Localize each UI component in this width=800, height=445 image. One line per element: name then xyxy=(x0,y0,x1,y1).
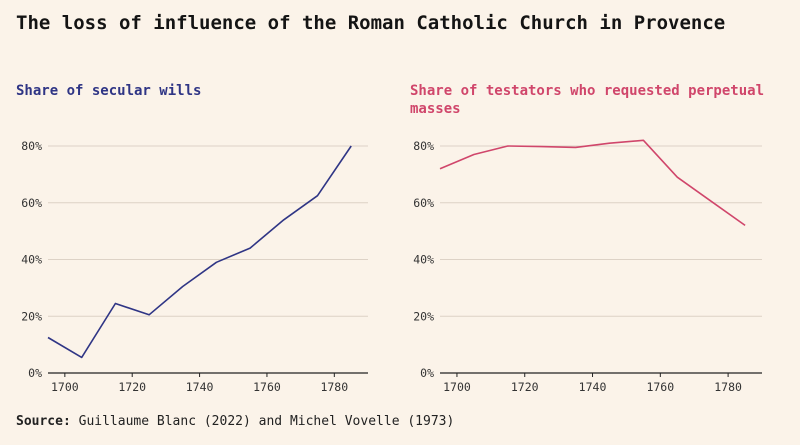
y-tick-label: 0% xyxy=(28,366,42,380)
y-tick-label: 40% xyxy=(21,253,42,267)
left-chart-title: Share of secular wills xyxy=(16,83,202,99)
perpetual-masses-chart: 0% 20% 40% 60% 80% 1700 1720 1740 1760 1780 xyxy=(413,139,762,394)
y-tick-label: 80% xyxy=(21,139,42,153)
x-tick-label: 1760 xyxy=(646,380,674,394)
right-chart-title: Share of testators who requested perpetu… xyxy=(410,83,765,117)
y-tick-label: 60% xyxy=(21,196,42,210)
y-tick-label: 0% xyxy=(420,366,434,380)
x-tick-label: 1740 xyxy=(186,380,214,394)
secular-wills-chart: 0% 20% 40% 60% 80% 1700 1720 1740 1760 1780 xyxy=(21,139,368,394)
series-line xyxy=(47,145,352,359)
series-line xyxy=(439,139,746,227)
y-tick-label: 20% xyxy=(413,309,434,323)
page-title: The loss of influence of the Roman Catho… xyxy=(16,12,726,34)
x-tick-label: 1760 xyxy=(253,380,281,394)
x-tick-label: 1720 xyxy=(118,380,146,394)
y-tick-label: 20% xyxy=(21,309,42,323)
x-tick-label: 1700 xyxy=(443,380,471,394)
source-text: Guillaume Blanc (2022) and Michel Vovell… xyxy=(78,414,455,429)
x-tick-label: 1780 xyxy=(320,380,348,394)
y-tick-label: 80% xyxy=(413,139,434,153)
x-tick-label: 1780 xyxy=(714,380,742,394)
x-tick-label: 1740 xyxy=(579,380,607,394)
source-note: Source: Guillaume Blanc (2022) and Miche… xyxy=(16,414,454,429)
x-tick-label: 1720 xyxy=(511,380,539,394)
source-label: Source: xyxy=(16,414,71,429)
y-tick-label: 40% xyxy=(413,253,434,267)
y-tick-label: 60% xyxy=(413,196,434,210)
x-tick-label: 1700 xyxy=(51,380,79,394)
